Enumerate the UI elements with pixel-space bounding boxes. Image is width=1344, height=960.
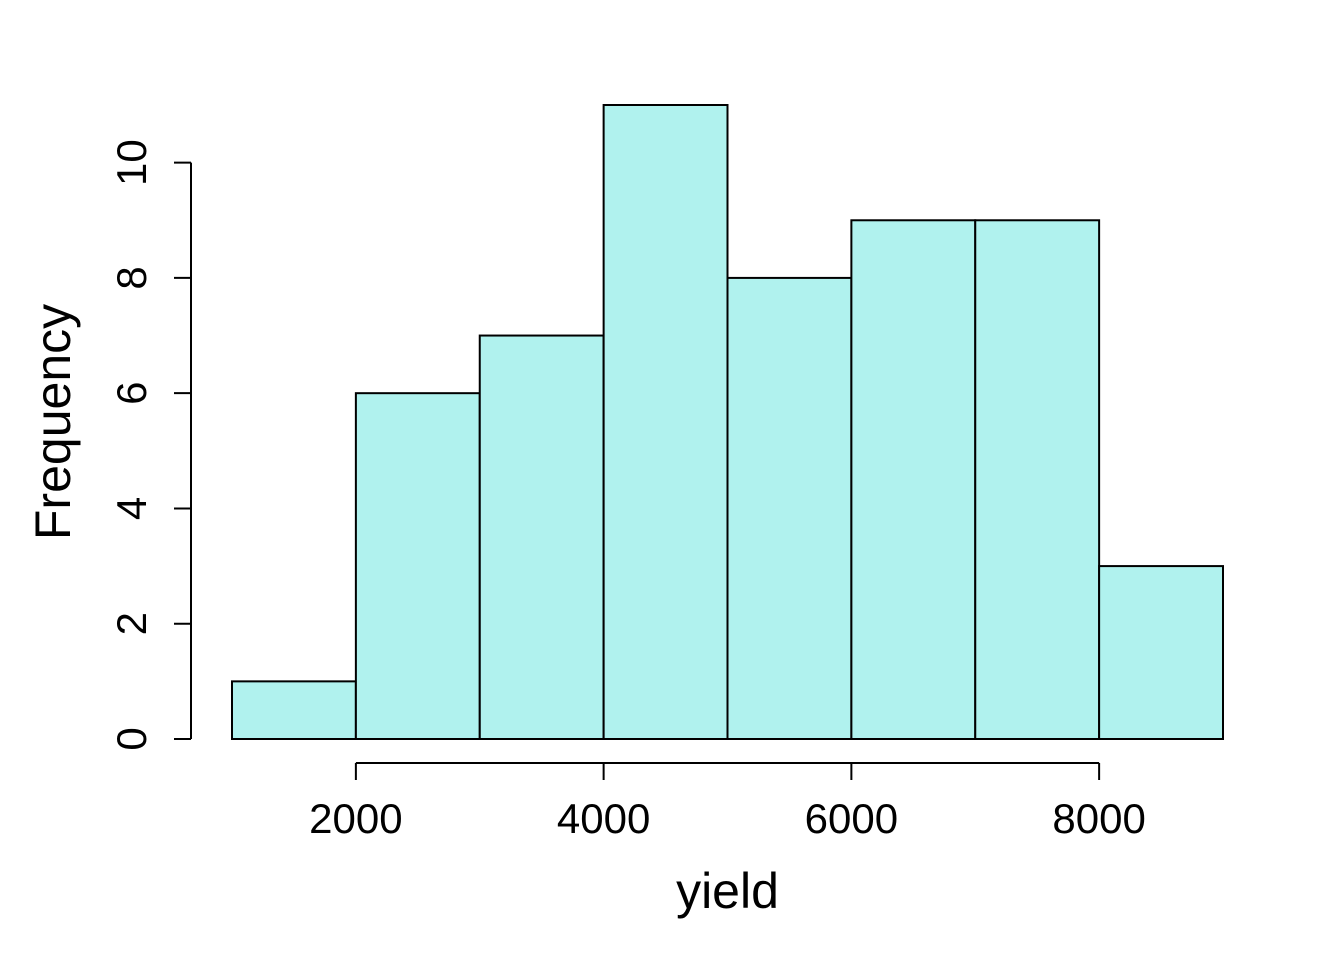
histogram-bar [231, 680, 357, 741]
x-axis-title: yield [676, 863, 779, 919]
y-axis-title: Frequency [25, 304, 81, 540]
histogram-bar [354, 392, 481, 740]
y-tick-label: 2 [108, 612, 155, 635]
y-tick-label: 10 [108, 139, 155, 186]
x-tick-label: 4000 [557, 795, 650, 842]
x-tick-label: 2000 [309, 795, 402, 842]
histogram-bar [974, 219, 1101, 741]
histogram-bar [602, 104, 729, 740]
y-tick-label: 6 [108, 382, 155, 405]
x-tick-label: 6000 [805, 795, 898, 842]
histogram-bar [726, 276, 853, 740]
x-tick-label: 8000 [1052, 795, 1145, 842]
y-tick-label: 0 [108, 727, 155, 750]
histogram-bar [478, 334, 605, 740]
bars-group [231, 104, 1224, 741]
y-tick-label: 8 [108, 266, 155, 289]
histogram-bar [850, 219, 977, 741]
y-tick-label: 4 [108, 497, 155, 520]
histogram-bar [1098, 565, 1224, 740]
x-axis: 2000 4000 6000 8000 [309, 762, 1146, 842]
y-axis: 0 2 4 6 8 10 [108, 139, 192, 751]
